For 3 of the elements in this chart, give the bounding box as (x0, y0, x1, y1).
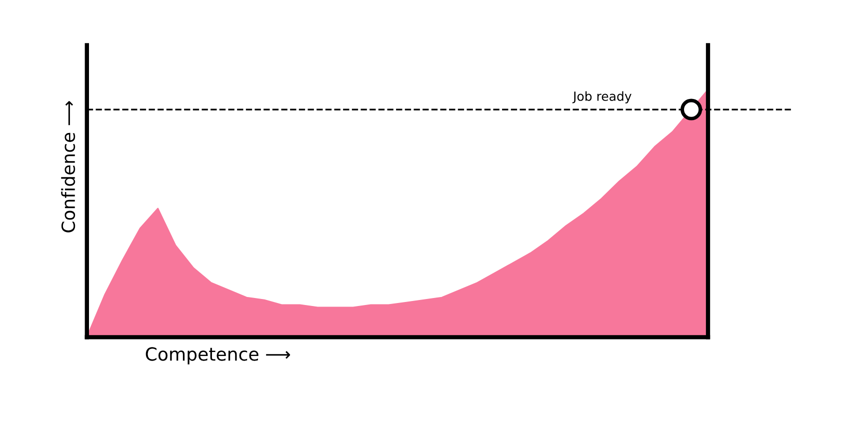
y-axis-title: Confidence ⟶ (61, 101, 76, 232)
ref-line-label: Job ready (572, 91, 632, 104)
x-axis-title: Competence ⟶ (146, 347, 290, 364)
